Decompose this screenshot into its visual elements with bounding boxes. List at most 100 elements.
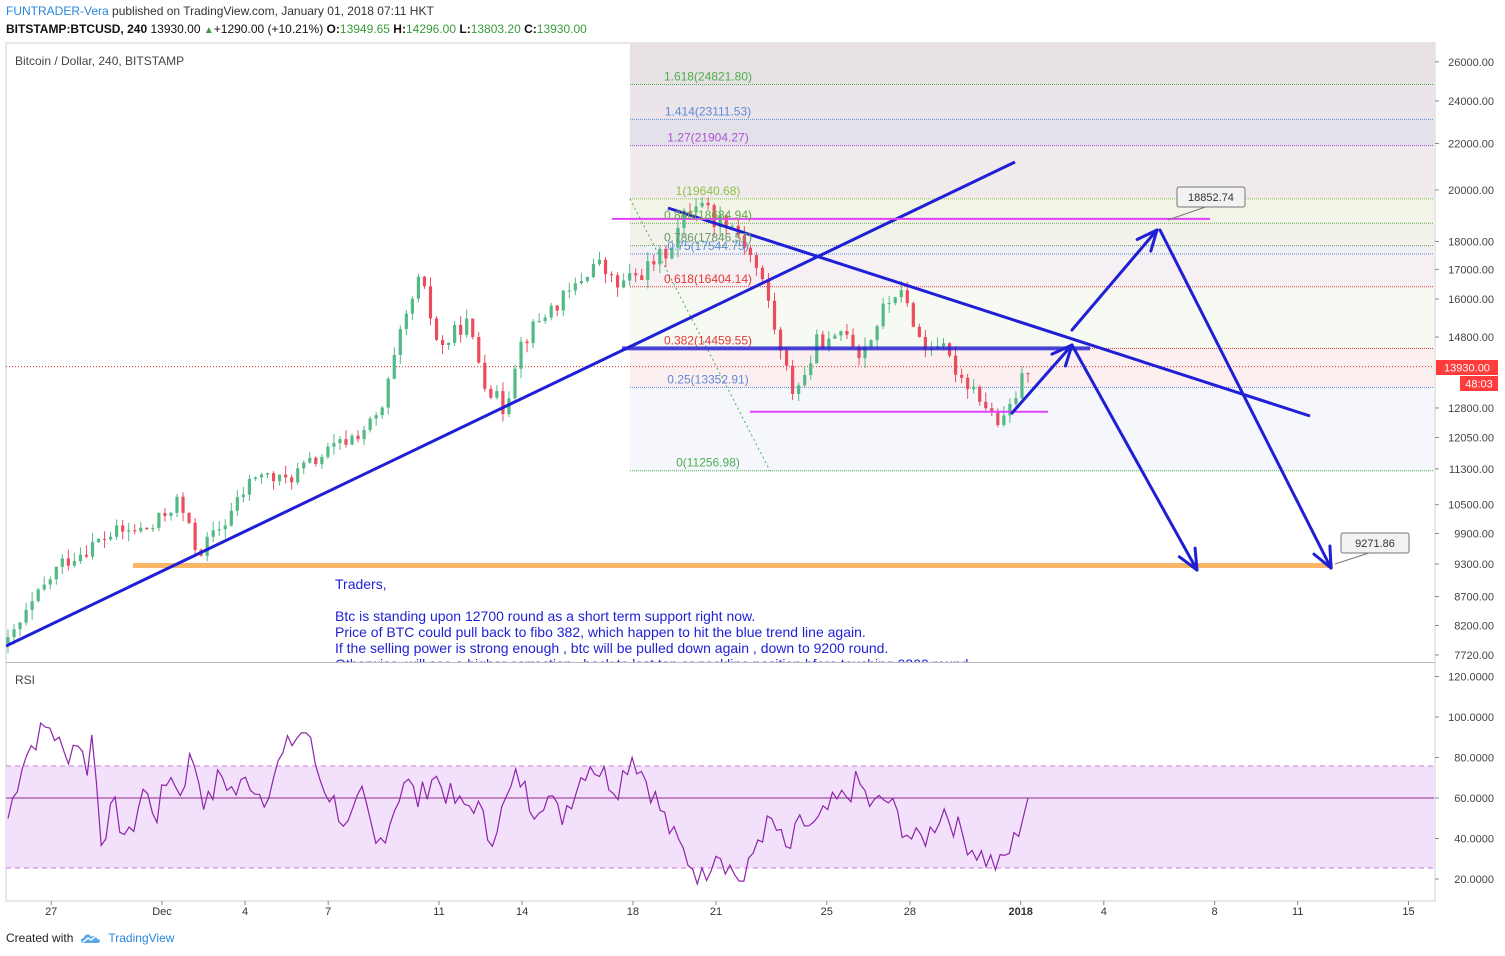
price-axis[interactable]: 26000.00 24000.00 22000.00 20000.00 18000.00… (1435, 57, 1494, 662)
candle-body (996, 412, 1000, 425)
candle-body (344, 439, 348, 445)
candle-body (127, 530, 131, 532)
tradingview-link[interactable]: TradingView (79, 931, 174, 945)
price-tick-label: 17000.00 (1448, 264, 1494, 276)
callout-box (1176, 186, 1246, 208)
candle-body (350, 435, 354, 445)
candle-body (54, 566, 58, 580)
candle-body (809, 363, 813, 375)
candle-body (115, 525, 119, 537)
candle-body (96, 538, 101, 543)
candle-body (549, 305, 553, 318)
candle-body (265, 473, 270, 475)
candle-body (670, 247, 674, 259)
author-link[interactable]: FUNTRADER-Vera (6, 4, 109, 18)
high-value: 14296.00 (405, 22, 457, 36)
time-tick-label: 18 (627, 906, 639, 918)
fib-level-label: 0.618(16404.14) (664, 272, 752, 286)
time-tick-label: 2018 (1008, 906, 1032, 918)
candle-body (332, 443, 336, 447)
callout-label: 9271.86 (1355, 538, 1395, 550)
timer-tag-value: 48:03 (1465, 379, 1493, 391)
candle-body (573, 283, 577, 291)
price-tick-label: 8700.00 (1454, 592, 1494, 604)
candle-body (60, 558, 64, 567)
candle-body (217, 529, 221, 531)
candle-body (187, 512, 191, 523)
candle-body (489, 388, 493, 398)
candle-body (326, 446, 330, 457)
candle-body (700, 202, 704, 207)
candle-body (302, 462, 306, 469)
fib-level-label: 1.27(21904.27) (667, 131, 748, 145)
rsi-axis[interactable]: 120.0000 100.0000 80.0000 60.0000 40.0000 20.… (1435, 672, 1494, 887)
candle-body (308, 457, 312, 463)
annotation-line: Otherwise, will see a higher correction … (335, 656, 972, 672)
candle-body (543, 317, 547, 321)
time-axis[interactable]: 27 Dec 4 7 11 14 18 21 25 28 2018 4 8 11 15 (45, 901, 1415, 918)
candle-body (404, 313, 408, 330)
candle-body (603, 259, 608, 275)
candle-body (688, 212, 692, 214)
time-tick-label: 4 (1101, 906, 1107, 918)
created-with-label: Created with (6, 931, 74, 945)
time-tick-label: 28 (904, 906, 916, 918)
candle-body (712, 205, 716, 228)
candle-body (664, 248, 668, 259)
candle-body (905, 290, 909, 304)
rsi-tick-label: 120.0000 (1448, 672, 1494, 684)
candle-body (434, 318, 439, 340)
candle-body (561, 290, 565, 311)
candle-body (893, 297, 897, 304)
candle-body (784, 350, 789, 366)
annotation-text: Traders, Btc is standing upon 12700 roun… (335, 576, 972, 672)
footer: Created with TradingView (6, 931, 174, 945)
candle-body (259, 474, 264, 478)
candle-body (682, 212, 686, 228)
candle-body (676, 227, 680, 248)
candle-body (211, 530, 215, 537)
candle-body (453, 324, 457, 343)
candle-body (205, 536, 209, 556)
candle-body (223, 525, 227, 530)
annotation-line: Btc is standing upon 12700 round as a sh… (335, 608, 755, 624)
open-label: O: (326, 22, 340, 36)
candle-body (1020, 373, 1024, 399)
candle-body (78, 554, 83, 562)
candle-body (356, 435, 360, 440)
candle-body (591, 264, 596, 278)
candle-body (881, 303, 885, 327)
candle-body (694, 206, 698, 213)
fib-zone (630, 43, 1434, 85)
cloud-icon (81, 934, 101, 943)
time-tick-label: 25 (821, 906, 833, 918)
candle-body (597, 259, 602, 265)
annotation-line: Price of BTC could pull back to fibo 382… (335, 624, 866, 640)
price-pane[interactable]: 1.618(24821.80) 1.414(23111.53) 1.27(21904… (6, 43, 1435, 672)
callout-box (1340, 532, 1410, 554)
candle-body (253, 477, 258, 480)
trend-drawings[interactable] (6, 160, 1333, 648)
candle-body (833, 335, 837, 339)
candle-body (181, 496, 185, 513)
fib-level-label: 1.414(23111.53) (665, 104, 751, 118)
candle-body (1002, 415, 1006, 425)
fib-zone (630, 348, 1434, 388)
time-tick-label: 11 (433, 906, 444, 918)
price-tick-label: 14800.00 (1448, 332, 1494, 344)
candle-body (803, 374, 807, 386)
candle-body (163, 512, 167, 516)
candle-body (465, 318, 469, 335)
fib-zone (630, 223, 1434, 246)
candle-body (410, 298, 414, 314)
candle-body (247, 479, 252, 495)
fib-level-label: 0.382(14459.55) (664, 333, 752, 347)
candle-body (84, 554, 89, 557)
candle-body (30, 601, 34, 610)
fib-level-label: 0.75(17544.75) (667, 239, 748, 253)
arrow-up-to-382 (1010, 343, 1074, 415)
fib-level-label: 1(19640.68) (676, 184, 741, 198)
rsi-pane[interactable] (6, 721, 1434, 887)
candle-body (652, 261, 656, 265)
